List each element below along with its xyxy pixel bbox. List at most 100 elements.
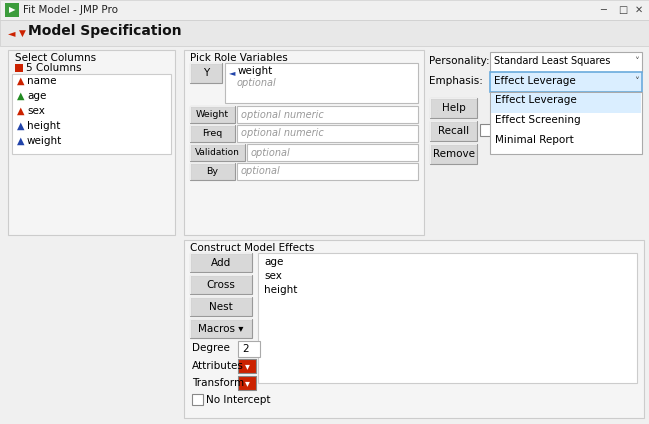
Text: ▲: ▲ (17, 91, 25, 101)
Text: Help: Help (441, 103, 465, 113)
Bar (15, 64, 23, 72)
Text: □: □ (618, 5, 627, 15)
Bar (190, 319, 252, 338)
Text: ▶: ▶ (8, 6, 15, 14)
Text: optional numeric: optional numeric (241, 109, 324, 120)
Bar (491, 93, 641, 113)
Text: Attributes: Attributes (192, 361, 244, 371)
Bar (190, 106, 191, 123)
Text: Construct Model Effects: Construct Model Effects (190, 243, 314, 253)
Bar (190, 253, 252, 272)
Bar (190, 63, 191, 83)
Bar (237, 163, 418, 180)
Text: optional numeric: optional numeric (241, 128, 324, 139)
Bar (190, 106, 235, 107)
Bar (238, 341, 260, 357)
Text: ˅: ˅ (635, 57, 639, 67)
Text: ▼: ▼ (19, 28, 26, 37)
Bar (247, 144, 418, 161)
Bar (430, 144, 477, 145)
Bar (190, 144, 245, 161)
Text: ─: ─ (600, 5, 606, 15)
Bar (190, 275, 191, 294)
Text: Cross: Cross (206, 279, 236, 290)
Bar (490, 72, 642, 92)
Text: Fit Model - JMP Pro: Fit Model - JMP Pro (23, 5, 118, 15)
Text: Effect Screening: Effect Screening (495, 115, 581, 125)
Bar (490, 52, 642, 72)
Bar (190, 63, 222, 64)
Text: Weight: Weight (196, 110, 229, 119)
Text: Personality:: Personality: (429, 56, 489, 66)
Bar (190, 297, 252, 298)
Text: age: age (27, 91, 46, 101)
Bar (0, 0, 649, 20)
Bar (430, 144, 477, 164)
Text: ▲: ▲ (17, 136, 25, 146)
Text: ◄: ◄ (229, 69, 236, 78)
Text: ▲: ▲ (17, 76, 25, 86)
Bar (225, 63, 418, 103)
Text: ▾: ▾ (245, 378, 249, 388)
Text: Add: Add (211, 257, 231, 268)
Text: optional: optional (237, 78, 276, 88)
Text: ▲: ▲ (17, 121, 25, 131)
Text: ✕: ✕ (635, 5, 643, 15)
Text: age: age (264, 257, 284, 267)
Bar (190, 144, 191, 161)
Bar (184, 240, 644, 418)
Bar (237, 125, 418, 142)
Text: Validation: Validation (195, 148, 240, 157)
Bar (238, 376, 256, 390)
Bar (190, 63, 222, 83)
Text: Standard Least Squares: Standard Least Squares (494, 56, 610, 66)
Bar (0, 20, 649, 46)
Bar (430, 121, 477, 141)
Text: Effect Leverage: Effect Leverage (494, 76, 576, 86)
Text: Pick Role Variables: Pick Role Variables (190, 53, 288, 63)
Text: ◄: ◄ (8, 28, 16, 38)
Bar (190, 297, 252, 316)
Bar (190, 125, 191, 142)
Text: Nest: Nest (209, 301, 233, 312)
Text: Emphasis:: Emphasis: (429, 76, 483, 86)
Text: No Intercept: No Intercept (206, 395, 271, 405)
Text: Minimal Report: Minimal Report (495, 135, 574, 145)
Bar (190, 253, 252, 254)
Bar (430, 98, 477, 118)
Bar (480, 124, 492, 136)
Text: Model Specification: Model Specification (28, 24, 182, 38)
Bar (190, 253, 191, 272)
Bar (190, 319, 191, 338)
Text: Effect Leverage: Effect Leverage (495, 95, 577, 105)
Text: weight: weight (27, 136, 62, 146)
Bar (190, 319, 252, 320)
Bar (430, 98, 431, 118)
Text: Freq: Freq (202, 129, 223, 138)
Bar (430, 121, 477, 122)
Bar (430, 98, 477, 99)
Text: sex: sex (264, 271, 282, 281)
Bar (237, 106, 418, 123)
Bar (190, 275, 252, 294)
Bar (190, 106, 235, 123)
Bar (190, 163, 235, 180)
Bar (190, 144, 245, 145)
Text: 5 Columns: 5 Columns (26, 63, 82, 73)
Text: ▾: ▾ (245, 361, 249, 371)
Bar (190, 163, 191, 180)
Bar (0, 46, 649, 424)
Text: ˅: ˅ (635, 77, 639, 87)
Bar (490, 92, 642, 154)
Text: 2: 2 (242, 344, 249, 354)
Text: Remove: Remove (432, 149, 474, 159)
Text: Macros ▾: Macros ▾ (198, 324, 244, 334)
Bar (430, 144, 431, 164)
Bar (190, 275, 252, 276)
Bar (430, 121, 431, 141)
Bar (12, 74, 171, 154)
Text: optional: optional (251, 148, 291, 157)
Bar (190, 125, 235, 126)
Bar (190, 163, 235, 164)
Text: sex: sex (27, 106, 45, 116)
